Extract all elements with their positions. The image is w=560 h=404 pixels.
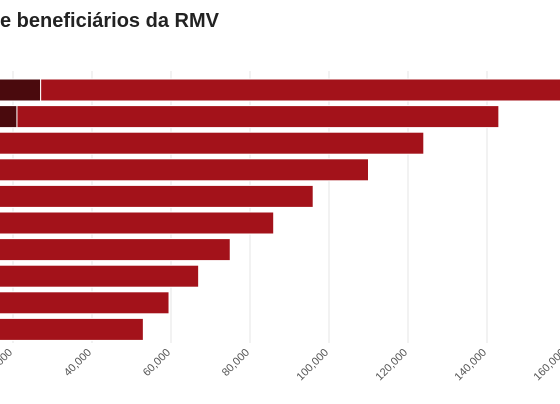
x-tick-label: 100,000 (295, 347, 332, 384)
bar-segment (0, 158, 369, 182)
bar-segment (16, 105, 500, 129)
chart-title: e beneficiários da RMV (0, 10, 220, 32)
bar-segment (0, 131, 425, 155)
x-tick-label: 40,000 (62, 347, 94, 379)
bar-segment (0, 78, 42, 102)
bar-segment (0, 238, 231, 262)
bar-segment (0, 264, 200, 288)
bar-segment (0, 291, 170, 315)
bar-segment (40, 78, 560, 102)
bar-segment (0, 105, 18, 129)
x-tick-label: 20,000 (0, 347, 15, 379)
x-tick-label: 60,000 (141, 347, 173, 379)
x-tick-label: 160,000 (532, 347, 560, 384)
bar-segment (0, 184, 314, 208)
x-tick-label: 80,000 (220, 347, 252, 379)
bar-segment (0, 317, 144, 341)
bar-segment (0, 211, 275, 235)
x-tick-label: 120,000 (374, 347, 411, 384)
x-tick-label: 140,000 (453, 347, 490, 384)
